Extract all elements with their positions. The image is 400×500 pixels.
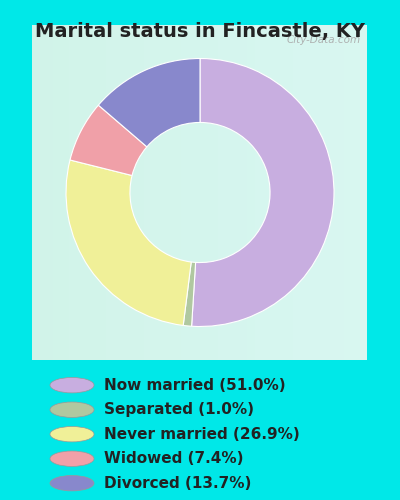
Wedge shape [192,58,334,326]
Text: Widowed (7.4%): Widowed (7.4%) [104,451,244,466]
Text: Marital status in Fincastle, KY: Marital status in Fincastle, KY [35,22,365,42]
Circle shape [50,451,94,466]
Text: Now married (51.0%): Now married (51.0%) [104,378,286,392]
Wedge shape [70,105,147,176]
Text: Never married (26.9%): Never married (26.9%) [104,426,300,442]
Text: City-Data.com: City-Data.com [287,35,361,45]
Circle shape [50,402,94,417]
Wedge shape [98,58,200,147]
Wedge shape [66,160,191,326]
Circle shape [50,426,94,442]
Text: Separated (1.0%): Separated (1.0%) [104,402,254,417]
Text: Divorced (13.7%): Divorced (13.7%) [104,476,251,490]
Circle shape [50,476,94,491]
Circle shape [50,378,94,393]
Wedge shape [183,262,196,326]
